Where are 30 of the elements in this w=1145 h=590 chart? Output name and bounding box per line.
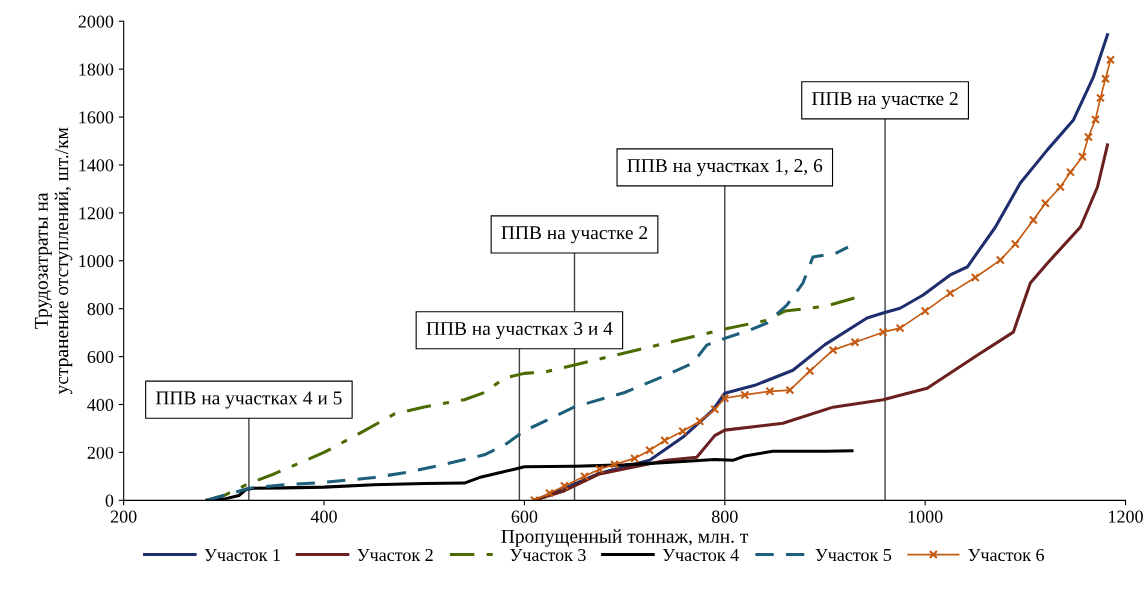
x-tick-label: 1200	[1109, 510, 1143, 523]
x-tick-label: 600	[511, 510, 538, 523]
x-tick-label: 400	[310, 510, 337, 523]
legend-label: Участок 3	[510, 548, 586, 562]
y-tick-label: 1600	[79, 111, 114, 124]
legend-label: Участок 2	[357, 548, 433, 562]
ref-line-label: ППВ на участке 2	[501, 226, 648, 244]
ref-line-label: ППВ на участках 3 и 4	[426, 321, 613, 340]
ref-line-label: ППВ на участках 4 и 5	[155, 391, 342, 409]
y-tick-label: 0	[105, 494, 114, 507]
y-tick-label: 800	[87, 302, 114, 316]
y-tick-label: 1000	[79, 255, 114, 268]
y-tick-label: 600	[87, 350, 114, 364]
legend-label: Участок 4	[662, 549, 739, 562]
x-axis-title: Пропущенный тоннаж, млн. т	[501, 529, 749, 547]
ref-line-label: ППВ на участке 2	[812, 92, 958, 110]
y-tick-label: 1800	[79, 63, 114, 76]
y-tick-label: 2000	[78, 15, 114, 28]
legend-label: Участок 1	[204, 548, 280, 562]
legend-label: Участок 5	[815, 549, 892, 562]
y-tick-label: 200	[87, 446, 114, 459]
y-tick-label: 1400	[79, 159, 114, 172]
y-tick-label: 400	[87, 398, 114, 411]
x-tick-label: 200	[110, 510, 137, 523]
y-axis-title: Трудозатраты на устранение отступлений, шт./км	[34, 127, 73, 395]
y-tick-label: 1200	[79, 207, 114, 220]
ref-line-label: ППВ на участках 1, 2, 6	[627, 159, 823, 177]
x-tick-label: 1000	[908, 510, 943, 523]
legend-label: Участок 6	[968, 548, 1045, 562]
x-tick-label: 800	[711, 510, 738, 523]
